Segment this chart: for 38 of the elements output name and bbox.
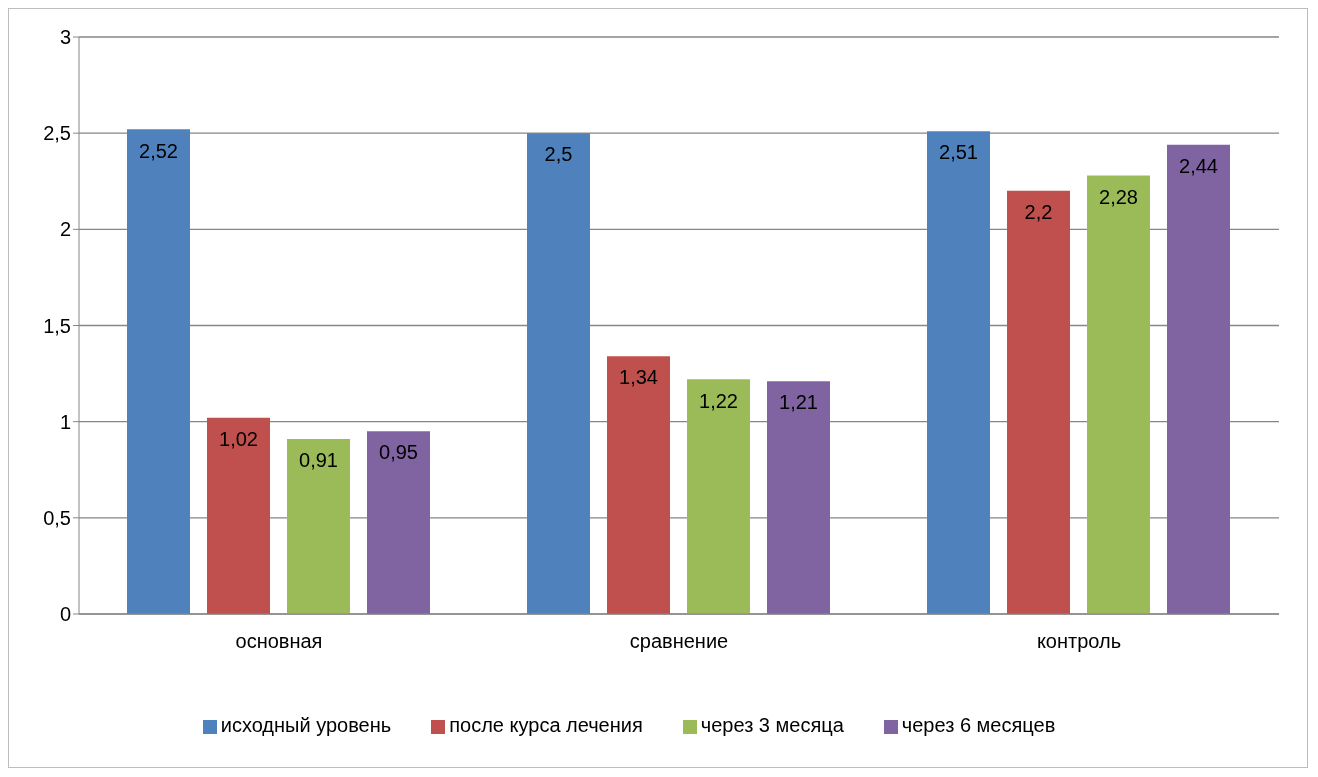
data-label: 1,21	[779, 391, 818, 414]
data-label: 2,44	[1179, 154, 1218, 177]
bar	[127, 129, 190, 614]
y-tick-label: 2,5	[43, 122, 71, 145]
bar	[1167, 144, 1230, 614]
y-tick-label: 0	[59, 603, 71, 626]
y-tick-label: 1,5	[43, 314, 71, 337]
data-label: 1,34	[619, 366, 658, 389]
data-label: 1,02	[219, 428, 258, 451]
x-tick-label: основная	[235, 630, 323, 653]
data-label: 2,5	[544, 143, 573, 166]
y-tick-label: 0,5	[43, 506, 71, 529]
legend-label: через 3 месяца	[700, 714, 844, 736]
data-label: 0,91	[299, 449, 338, 472]
legend-label: через 6 месяцев	[901, 714, 1056, 736]
bar	[287, 438, 350, 614]
bar	[367, 431, 430, 614]
bar	[607, 356, 670, 614]
legend-label: после курса лечения	[449, 714, 643, 736]
data-label: 2,2	[1024, 201, 1053, 224]
data-label: 2,28	[1099, 185, 1138, 208]
x-tick-label: сравнение	[629, 630, 729, 653]
y-tick-label: 1	[59, 410, 71, 433]
bar	[207, 417, 270, 614]
data-label: 0,95	[379, 441, 418, 464]
bar	[1007, 190, 1070, 614]
data-label: 1,22	[699, 389, 738, 412]
data-label: 2,51	[939, 141, 978, 164]
bar	[1087, 175, 1150, 614]
y-tick-label: 3	[59, 26, 71, 49]
x-tick-label: контроль	[1036, 630, 1122, 653]
bar	[687, 379, 750, 614]
data-label: 2,52	[139, 139, 178, 162]
bar	[527, 133, 590, 614]
y-tick-label: 2	[59, 218, 71, 241]
bar	[767, 381, 830, 614]
bar	[927, 131, 990, 614]
legend-label: исходный уровень	[220, 714, 392, 736]
